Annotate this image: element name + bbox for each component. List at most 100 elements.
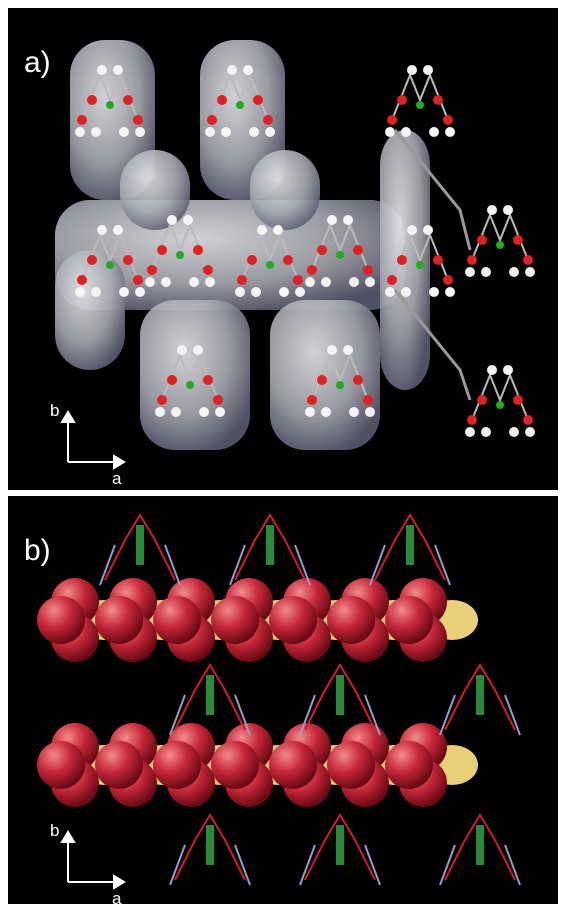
oxygen-sphere: [37, 741, 85, 789]
metal-atom: [496, 401, 504, 409]
hydrogen-atom: [349, 407, 359, 417]
oxygen-atom: [283, 255, 293, 265]
oxygen-atom: [237, 275, 247, 285]
hydrogen-atom: [343, 215, 353, 225]
hydrogen-atom: [97, 65, 107, 75]
oxygen-atom: [477, 395, 487, 405]
oxygen-atom: [317, 245, 327, 255]
oxygen-atom: [467, 255, 477, 265]
hydrogen-atom: [257, 225, 267, 235]
oxygen-sphere: [211, 741, 259, 789]
metal-atom: [106, 261, 114, 269]
metal-center: [206, 675, 214, 715]
oxygen-atom: [397, 255, 407, 265]
hydrogen-atom: [429, 127, 439, 137]
hydrogen-atom: [265, 127, 275, 137]
hydrogen-atom: [305, 407, 315, 417]
oxygen-atom: [133, 275, 143, 285]
hydrogen-atom: [189, 277, 199, 287]
hydrogen-atom: [227, 65, 237, 75]
metal-atom: [496, 241, 504, 249]
oxygen-atom: [207, 115, 217, 125]
density-surface: [250, 150, 320, 230]
metal-atom: [336, 251, 344, 259]
hydrogen-atom: [177, 345, 187, 355]
oxygen-sphere: [153, 596, 201, 644]
hydrogen-atom: [481, 267, 491, 277]
oxygen-sphere: [37, 596, 85, 644]
oxygen-atom: [157, 395, 167, 405]
hydrogen-atom: [509, 427, 519, 437]
hydrogen-atom: [97, 225, 107, 235]
hydrogen-atom: [167, 215, 177, 225]
hydrogen-atom: [119, 287, 129, 297]
hydrogen-atom: [91, 127, 101, 137]
oxygen-sphere: [95, 741, 143, 789]
density-surface: [270, 300, 380, 450]
hydrogen-atom: [113, 65, 123, 75]
hydrogen-atom: [75, 287, 85, 297]
oxygen-atom: [247, 255, 257, 265]
oxygen-atom: [203, 375, 213, 385]
hydrogen-atom: [465, 267, 475, 277]
hydrogen-atom: [249, 127, 259, 137]
metal-center: [206, 825, 214, 865]
panel-label: b): [24, 534, 51, 567]
page: a) b) b a b a (() => { const data = JSON…: [0, 0, 566, 911]
axis-label: a: [112, 469, 122, 488]
oxygen-atom: [77, 115, 87, 125]
hydrogen-atom: [243, 65, 253, 75]
panel-label: a): [24, 46, 51, 79]
hydrogen-atom: [423, 225, 433, 235]
oxygen-atom: [307, 395, 317, 405]
density-surface: [140, 300, 250, 450]
hydrogen-atom: [465, 427, 475, 437]
oxygen-atom: [307, 265, 317, 275]
oxygen-atom: [513, 395, 523, 405]
hydrogen-atom: [343, 345, 353, 355]
oxygen-sphere: [327, 596, 375, 644]
metal-atom: [416, 101, 424, 109]
hydrogen-atom: [321, 277, 331, 287]
oxygen-atom: [133, 115, 143, 125]
figure: a) b) b a b a: [0, 0, 566, 911]
metal-center: [336, 825, 344, 865]
hydrogen-atom: [407, 65, 417, 75]
oxygen-atom: [433, 95, 443, 105]
hydrogen-atom: [91, 287, 101, 297]
oxygen-atom: [87, 95, 97, 105]
hydrogen-atom: [273, 225, 283, 235]
hydrogen-atom: [349, 277, 359, 287]
oxygen-atom: [263, 115, 273, 125]
hydrogen-atom: [481, 427, 491, 437]
hydrogen-atom: [135, 287, 145, 297]
hydrogen-atom: [401, 287, 411, 297]
oxygen-atom: [293, 275, 303, 285]
oxygen-atom: [443, 115, 453, 125]
hydrogen-atom: [385, 287, 395, 297]
metal-center: [136, 525, 144, 565]
hydrogen-atom: [401, 127, 411, 137]
hydrogen-atom: [429, 287, 439, 297]
oxygen-atom: [217, 95, 227, 105]
hydrogen-atom: [193, 345, 203, 355]
hydrogen-atom: [487, 205, 497, 215]
oxygen-atom: [167, 375, 177, 385]
hydrogen-atom: [509, 267, 519, 277]
hydrogen-atom: [327, 345, 337, 355]
oxygen-atom: [387, 275, 397, 285]
oxygen-atom: [353, 375, 363, 385]
hydrogen-atom: [423, 65, 433, 75]
metal-atom: [106, 101, 114, 109]
metal-center: [406, 525, 414, 565]
hydrogen-atom: [215, 407, 225, 417]
density-surface: [55, 250, 125, 370]
hydrogen-atom: [445, 287, 455, 297]
hydrogen-atom: [75, 127, 85, 137]
hydrogen-atom: [155, 407, 165, 417]
oxygen-atom: [317, 375, 327, 385]
hydrogen-atom: [327, 215, 337, 225]
hydrogen-atom: [145, 277, 155, 287]
hydrogen-atom: [503, 205, 513, 215]
axis-label: b: [50, 821, 59, 840]
